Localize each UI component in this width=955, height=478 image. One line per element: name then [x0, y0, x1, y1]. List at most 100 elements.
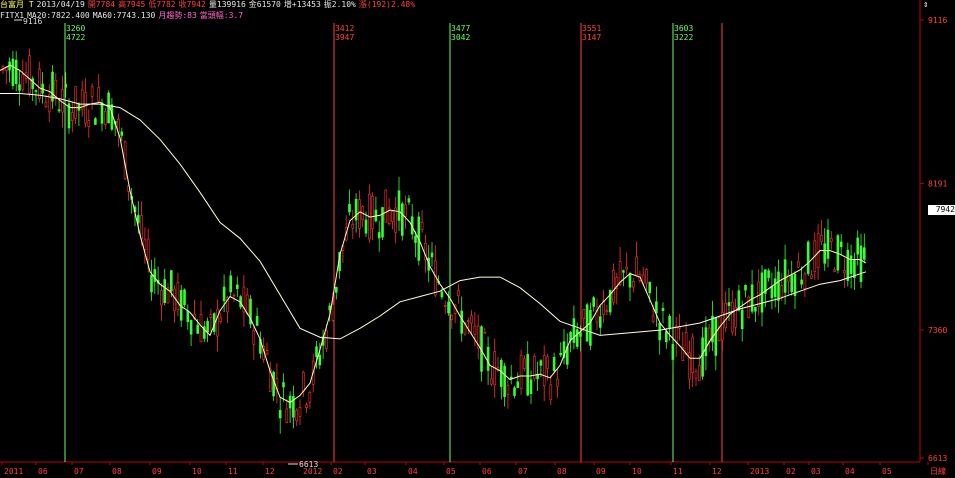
candle-body	[14, 59, 18, 84]
candle-body	[460, 310, 464, 334]
quote-header: 台富月 T 2013/04/19 開7784 高7945 低7782 收7942 量1399…	[0, 0, 418, 10]
candle-body	[612, 270, 615, 303]
x-tick-label: 08	[557, 467, 567, 476]
candle-body	[301, 371, 305, 392]
header-field: 2013/04/19	[36, 0, 85, 9]
candle-body	[407, 198, 411, 203]
candle-body	[843, 270, 846, 274]
candle-body	[183, 289, 186, 305]
candle-body	[252, 330, 256, 345]
candle-body	[226, 297, 229, 313]
candle-body	[777, 271, 780, 301]
ma-header: FITX1 MA20:7822.400 MA60:7743.130 月趨勢:83 當頭幅…	[0, 11, 246, 21]
candle-body	[773, 278, 777, 298]
candle-body	[704, 327, 708, 357]
candle-body	[532, 355, 536, 379]
candle-body	[163, 279, 166, 303]
candle-body	[486, 346, 490, 371]
scroll-arrows-icon[interactable]: ⇕	[923, 0, 929, 10]
candle-body	[635, 256, 638, 276]
candle-body	[625, 266, 629, 270]
x-tick-label: 08	[112, 467, 122, 476]
candle-body	[107, 92, 110, 124]
candle-body	[229, 275, 232, 293]
candle-body	[575, 329, 579, 347]
x-tick-label: 05	[446, 467, 456, 476]
header-field: 漲(192)2.48%	[358, 0, 416, 9]
x-tick-label: 10	[632, 467, 642, 476]
candle-body	[793, 273, 797, 297]
header-field: 台富月 T	[0, 0, 34, 9]
candle-body	[150, 274, 153, 293]
candle-body	[697, 365, 701, 382]
candle-body	[655, 301, 658, 314]
candle-body	[770, 286, 774, 299]
candle-body	[331, 304, 335, 321]
x-tick-label: 04	[408, 467, 418, 476]
candle-body	[546, 356, 549, 369]
candle-body	[318, 354, 322, 366]
candle-body	[245, 294, 249, 315]
candle-body	[51, 71, 54, 102]
cycle-marker-top: 3412	[335, 24, 354, 33]
ma20-line	[0, 64, 867, 404]
candle-body	[839, 241, 843, 248]
candle-body	[364, 219, 368, 234]
candle-body	[618, 261, 622, 285]
candle-body	[97, 87, 100, 102]
candle-body	[552, 357, 556, 372]
candle-body	[582, 309, 586, 319]
header-field: 量139916	[208, 0, 246, 9]
candle-body	[104, 110, 107, 125]
candle-body	[526, 354, 530, 396]
x-tick-label: 11	[228, 467, 238, 476]
candle-body	[272, 371, 275, 397]
candle-body	[490, 378, 493, 385]
candle-body	[44, 102, 48, 107]
candle-body	[90, 86, 94, 97]
candle-body	[661, 308, 665, 311]
candle-body	[757, 281, 761, 307]
candle-body	[414, 235, 417, 243]
candle-body	[61, 88, 64, 113]
candle-body	[803, 273, 807, 289]
candle-body	[476, 325, 480, 349]
candle-body	[166, 287, 170, 304]
candle-body	[268, 368, 272, 392]
candle-body	[559, 352, 563, 356]
candle-body	[615, 276, 619, 290]
candle-body	[404, 204, 407, 217]
candle-body	[823, 243, 827, 264]
candle-body	[744, 284, 747, 291]
candle-body	[648, 281, 652, 293]
candle-body	[572, 318, 576, 343]
candle-body	[146, 238, 150, 260]
candle-body	[820, 235, 823, 242]
candle-body	[671, 344, 675, 360]
x-tick-label: 04	[845, 467, 855, 476]
x-tick-label: 2011	[4, 467, 23, 476]
candle-body	[236, 284, 239, 290]
y-tick-label: 6613	[928, 454, 947, 463]
header-field: MA20:7822.400	[27, 11, 90, 20]
candle-body	[513, 387, 516, 396]
candle-body	[549, 384, 553, 400]
candle-body	[420, 221, 424, 230]
candle-body	[724, 302, 728, 328]
y-axis: 9116 8191 7360 6613	[920, 16, 947, 463]
candle-body	[94, 118, 97, 125]
candle-body	[57, 109, 61, 112]
candle-body	[77, 103, 81, 111]
header-field: 低7782	[148, 0, 176, 9]
candle-body	[292, 396, 295, 418]
candle-body	[265, 350, 269, 355]
candle-body	[305, 404, 308, 409]
cycle-marker-top: 3477	[451, 24, 470, 33]
candle-body	[579, 332, 582, 337]
candle-body	[674, 325, 678, 343]
cycle-marker-top: 3603	[674, 24, 693, 33]
x-tick-label: 12	[712, 467, 722, 476]
candle-body	[506, 385, 510, 395]
cycle-marker-bottom: 3947	[335, 33, 354, 42]
